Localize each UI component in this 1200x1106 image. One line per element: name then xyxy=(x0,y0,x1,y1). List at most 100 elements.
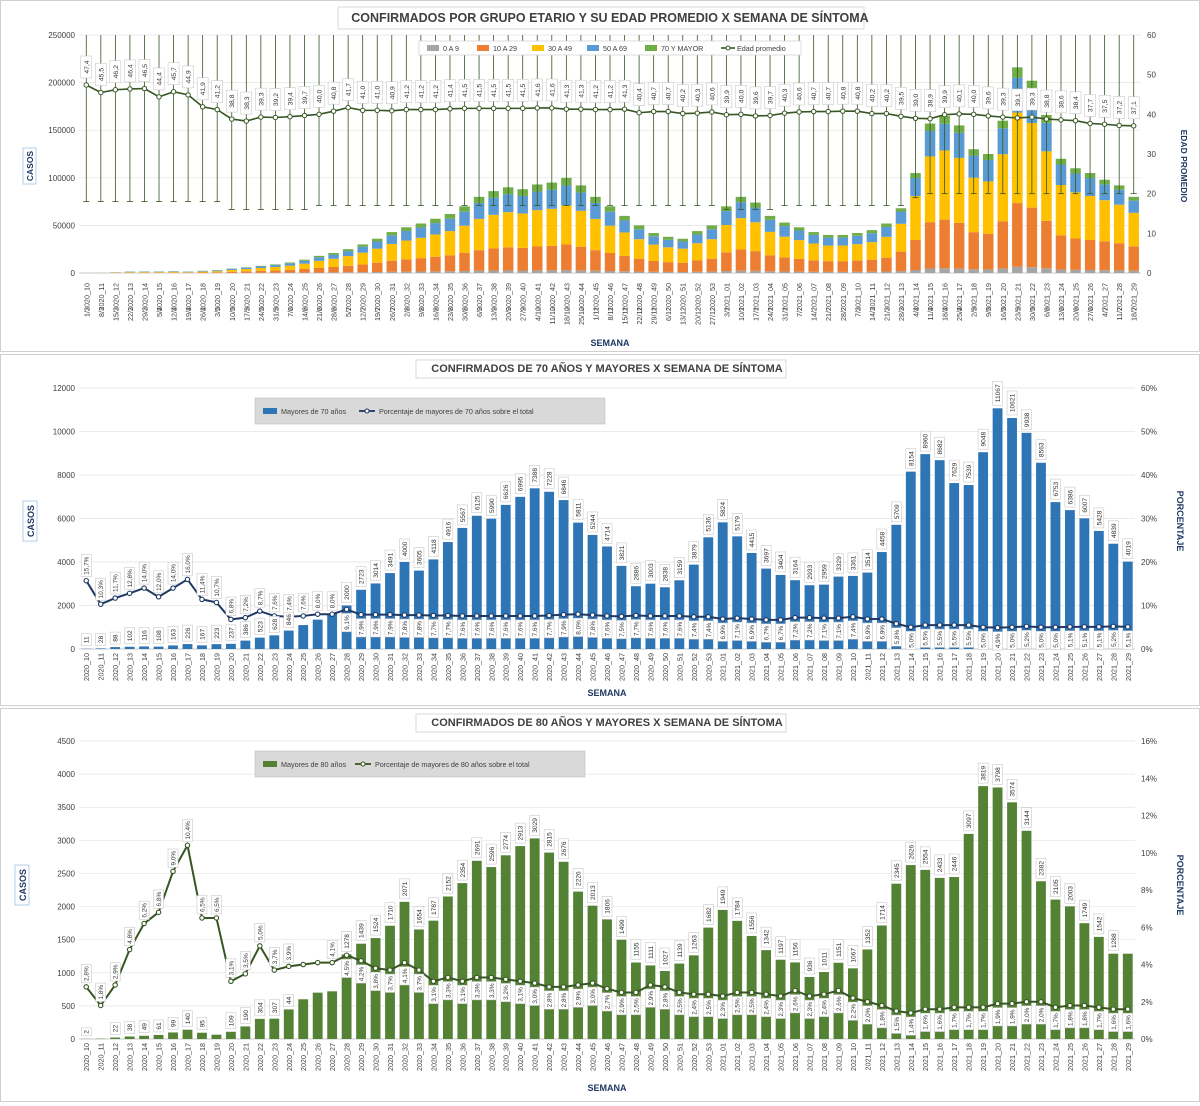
mean-age-label: 41,3 xyxy=(622,84,629,97)
percent-point xyxy=(966,1005,970,1009)
percent-label: 7,4% xyxy=(691,622,698,637)
mean-age-point xyxy=(739,112,743,116)
bar-segment-0-9 xyxy=(576,270,586,273)
percent-label: 7,9% xyxy=(359,620,366,635)
bar-segment-0-9 xyxy=(707,272,717,273)
mean-age-label: 38,6 xyxy=(1058,95,1065,108)
x-tick-label: 2020_47 xyxy=(617,653,626,681)
x-tick-label: 2020_35 xyxy=(444,653,453,681)
percent-label: 7,4% xyxy=(706,622,713,637)
bar-segment-30-49 xyxy=(503,212,513,247)
x-tick-label: 2021_17 xyxy=(950,1043,959,1071)
bar-segment-10-29 xyxy=(488,248,498,270)
x-tick-label: 2020_18 xyxy=(198,1043,207,1071)
value-label: 1682 xyxy=(706,907,713,922)
x-tick-date: 21/2 xyxy=(824,307,833,321)
bar xyxy=(472,861,482,1039)
percent-label: 4,9% xyxy=(995,633,1002,648)
x-tick-week: 2020_36 xyxy=(461,283,470,311)
percent-point xyxy=(518,979,522,983)
x-tick-week: 2021_23 xyxy=(1042,283,1051,311)
percent-point xyxy=(981,625,985,629)
bar-segment-50-69 xyxy=(241,268,251,269)
percent-label: 7,9% xyxy=(373,620,380,635)
percent-point xyxy=(200,597,204,601)
bar-segment-30-49 xyxy=(357,253,367,265)
x-tick-date: 26/4 xyxy=(199,307,208,321)
value-label: 1542 xyxy=(1096,916,1103,931)
percent-point xyxy=(1010,1001,1014,1005)
percent-point xyxy=(373,966,377,970)
bar-segment-30-49 xyxy=(1099,200,1109,241)
bar xyxy=(197,1033,207,1039)
percent-label: 5,2% xyxy=(1111,632,1118,647)
percent-label: 11,7% xyxy=(113,574,120,592)
y2-tick-label: 12% xyxy=(1141,812,1157,821)
x-tick-week: 2021_05 xyxy=(781,283,790,311)
percent-point xyxy=(532,614,536,618)
bar-segment-10-29 xyxy=(314,268,324,273)
x-tick-label: 2021_29 xyxy=(1124,653,1133,681)
value-label: 386 xyxy=(243,624,250,635)
x-tick-label: 2020_50 xyxy=(661,1043,670,1071)
percent-point xyxy=(909,625,913,629)
percent-label: 1,6% xyxy=(937,1015,944,1030)
bar-segment-50-69 xyxy=(779,226,789,237)
bar-segment-70-plus xyxy=(881,223,891,226)
percent-point xyxy=(229,979,233,983)
x-tick-date: 4/4 xyxy=(912,307,921,317)
mean-age-label: 41,2 xyxy=(608,85,615,98)
mean-age-label: 39,6 xyxy=(753,91,760,104)
percent-label: 3,7% xyxy=(272,949,279,964)
percent-point xyxy=(880,1003,884,1007)
value-label: 6125 xyxy=(474,495,481,510)
value-label: 2433 xyxy=(937,857,944,872)
percent-label: 7,4% xyxy=(286,596,293,611)
bar-segment-50-69 xyxy=(852,236,862,244)
percent-label: 7,7% xyxy=(445,621,452,636)
y2-tick-label: 40% xyxy=(1141,471,1157,480)
x-tick-label: 2020_21 xyxy=(241,653,250,681)
x-tick-date: 2/5 xyxy=(970,307,979,317)
x-tick-date: 22/3 xyxy=(126,307,135,321)
bar-segment-70-plus xyxy=(852,233,862,236)
bar-segment-10-29 xyxy=(998,221,1008,268)
bar xyxy=(515,846,525,1039)
mean-age-label: 39,9 xyxy=(942,90,949,103)
value-label: 1011 xyxy=(821,952,828,967)
percent-point xyxy=(315,612,319,616)
y2-tick-label: 0% xyxy=(1141,1035,1153,1044)
x-tick-week: 2021_12 xyxy=(882,283,891,311)
x-tick-label: 2021_20 xyxy=(994,653,1003,681)
legend-marker xyxy=(365,409,369,413)
bar-segment-70-plus xyxy=(605,206,615,211)
value-label: 1784 xyxy=(735,900,742,915)
x-tick-week: 2020_27 xyxy=(330,283,339,311)
percent-label: 2,3% xyxy=(778,1002,785,1017)
mean-age-label: 38,8 xyxy=(1044,94,1051,107)
x-tick-label: 2020_48 xyxy=(632,653,641,681)
x-tick-week: 2020_45 xyxy=(591,283,600,311)
percent-point xyxy=(402,613,406,617)
percent-label: 7,6% xyxy=(605,622,612,637)
y-tick-label: 1000 xyxy=(57,969,75,978)
value-label: 22 xyxy=(113,1025,120,1033)
y-tick-label: 0 xyxy=(71,269,76,278)
mean-age-point xyxy=(1059,118,1063,122)
legend-item: 0 A 9 xyxy=(443,44,459,53)
percent-label: 5,0% xyxy=(908,633,915,648)
mean-age-label: 37,2 xyxy=(1117,101,1124,114)
x-tick-label: 2020_39 xyxy=(502,653,511,681)
legend-swatch xyxy=(477,45,489,51)
x-tick-label: 2021_16 xyxy=(936,653,945,681)
x-tick-date: 6/9 xyxy=(475,307,484,317)
x-tick-label: 2021_06 xyxy=(791,653,800,681)
x-tick-date: 12/7 xyxy=(359,307,368,321)
bar xyxy=(732,921,742,1039)
mean-age-point xyxy=(390,109,394,113)
bar xyxy=(588,906,598,1039)
value-label: 5136 xyxy=(706,517,713,532)
bar xyxy=(993,408,1003,649)
bar-segment-50-69 xyxy=(648,236,658,244)
bar-segment-0-9 xyxy=(867,272,877,273)
